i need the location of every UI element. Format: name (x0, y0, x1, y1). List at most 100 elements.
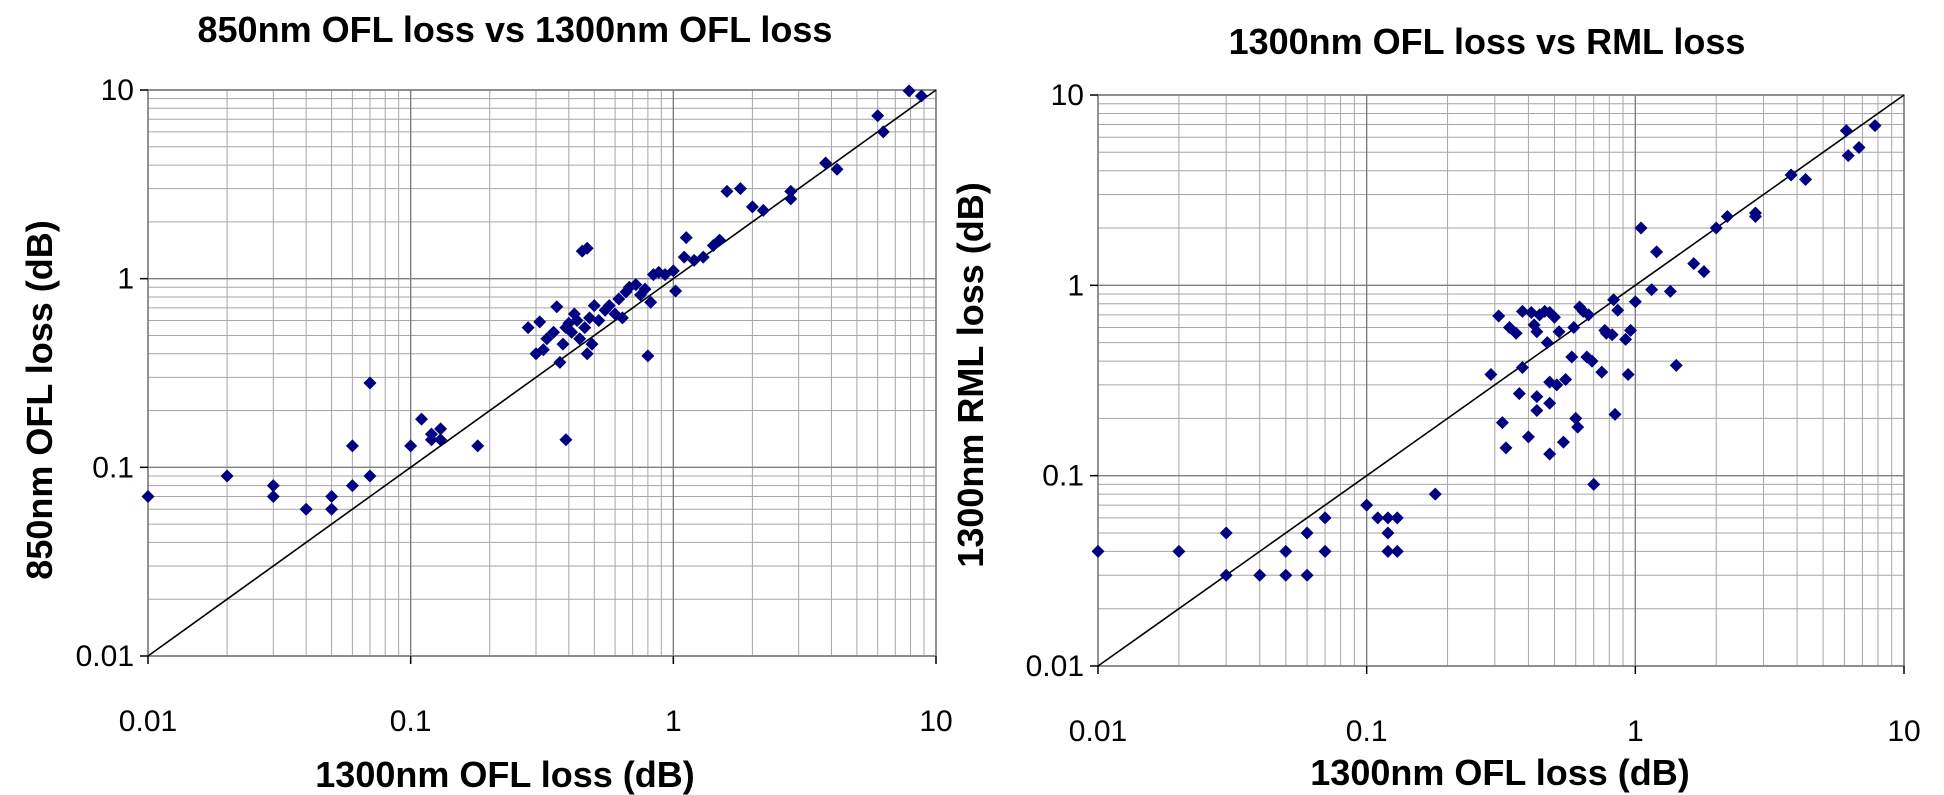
chart-right-data-point (1300, 568, 1314, 582)
chart-left-data-point (629, 278, 643, 292)
chart-left-data-point (580, 241, 594, 255)
chart-left-x-tick-label: 0.1 (390, 705, 432, 738)
chart-left-data-point (434, 422, 448, 436)
chart-left-data-point (871, 109, 885, 123)
chart-left-data-point (819, 156, 833, 170)
chart-left-data-point (266, 479, 280, 493)
chart-right-data-point (1585, 354, 1599, 368)
chart-right-data-point (1279, 568, 1293, 582)
chart-left-x-axis-label: 1300nm OFL loss (dB) (315, 754, 694, 795)
chart-right-data-point (1219, 526, 1233, 540)
chart-right-data-point (1318, 544, 1332, 558)
chart-left-data-point (733, 182, 747, 196)
chart-left-data-point (679, 231, 693, 245)
chart-left-data-point (641, 349, 655, 363)
chart-right-data-point (1371, 511, 1385, 525)
chart-right-data-point (1515, 361, 1529, 375)
chart-left-data-point (553, 355, 567, 369)
chart-right-data-point (1624, 323, 1638, 337)
chart-right-data-point (1619, 332, 1633, 346)
chart-right-data-point (1569, 411, 1583, 425)
chart-left-data-point (424, 427, 438, 441)
chart-right-data-point (1587, 477, 1601, 491)
chart-left-data-point (669, 284, 683, 298)
chart-right-data-point (1839, 124, 1853, 138)
chart-left-data-point (876, 125, 890, 139)
chart-right-data-point (1868, 119, 1882, 133)
chart-left-data-point (644, 295, 658, 309)
chart-left-plot-frame (147, 89, 937, 657)
chart-right-x-axis-label: 1300nm OFL loss (dB) (1310, 752, 1689, 793)
chart-right: 1300nm OFL loss vs RML loss 0.01 0.1 1 10 0.… (950, 21, 1921, 793)
chart-left-data-point (677, 250, 691, 264)
chart-left-data-point (540, 332, 554, 346)
chart-left-data-point (638, 282, 652, 296)
chart-right-title: 1300nm OFL loss vs RML loss (1229, 21, 1746, 62)
chart-right-y-tick-label: 1 (1067, 269, 1084, 302)
chart-left-data-point (745, 200, 759, 214)
chart-left-data-point (434, 433, 448, 447)
chart-right-data-point (1621, 368, 1635, 382)
chart-right-data-point (1360, 498, 1374, 512)
chart-right-data-point (1543, 396, 1557, 410)
chart-right-data-point (1515, 304, 1529, 318)
chart-left-data-point (536, 343, 550, 357)
chart-left-data-point (363, 469, 377, 483)
chart-right-x-tick-label: 1 (1627, 715, 1644, 748)
chart-left-data-point (784, 192, 798, 206)
chart-right-y-tick-label: 10 (1051, 79, 1084, 112)
chart-right-data-point (1608, 407, 1622, 421)
chart-left: 850nm OFL loss vs 1300nm OFL loss 0.01 0.… (19, 9, 953, 795)
chart-left-data-point (587, 299, 601, 313)
chart-left-data-point (559, 433, 573, 447)
chart-right-data-point (1628, 295, 1642, 309)
chart-right-data-point (1300, 526, 1314, 540)
chart-right-data-point (1571, 420, 1585, 434)
chart-right-data-point (1582, 308, 1596, 322)
chart-left-y-tick-label: 0.01 (76, 640, 134, 673)
chart-right-x-tick-label: 10 (1887, 715, 1920, 748)
chart-left-data-point (345, 439, 359, 453)
chart-right-data-point (1172, 544, 1186, 558)
chart-right-data-point (1390, 544, 1404, 558)
chart-right-data-point (1547, 310, 1561, 324)
chart-left-y-axis-label: 850nm OFL loss (dB) (19, 220, 60, 579)
chart-left-data-point (363, 376, 377, 390)
chart-left-x-tick-label: 10 (919, 705, 952, 738)
chart-left-data-point (592, 314, 606, 328)
chart-left-data-point (602, 299, 616, 313)
chart-right-data-point (1709, 221, 1723, 235)
chart-left-data-point (550, 300, 564, 314)
chart-right-data-point (1512, 387, 1526, 401)
chart-right-data-point (1550, 378, 1564, 392)
chart-right-data-point (1784, 168, 1798, 182)
chart-left-data-point (612, 292, 626, 306)
chart-right-data-point (1567, 321, 1581, 335)
chart-right-data-point (1607, 293, 1621, 307)
chart-left-data-point (720, 184, 734, 198)
chart-left-data-points (141, 84, 928, 516)
chart-right-y-tick-label: 0.01 (1026, 650, 1084, 683)
chart-left-title: 850nm OFL loss vs 1300nm OFL loss (198, 9, 833, 50)
chart-left-data-point (521, 321, 535, 335)
chart-right-data-point (1697, 265, 1711, 279)
chart-right-data-point (1687, 257, 1701, 271)
chart-right-gridlines (1097, 94, 1905, 667)
chart-right-data-point (1253, 568, 1267, 582)
chart-left-data-point (415, 412, 429, 426)
chart-right-plot-frame (1097, 94, 1905, 667)
chart-right-y-tick-label: 0.1 (1042, 460, 1084, 493)
chart-left-data-point (547, 325, 561, 339)
chart-left-gridlines (147, 89, 937, 657)
chart-left-data-point (687, 253, 701, 267)
chart-left-data-point (570, 314, 584, 328)
chart-right-data-point (1556, 435, 1570, 449)
chart-left-data-point (471, 439, 485, 453)
chart-left-data-point (578, 321, 592, 335)
chart-left-data-point (573, 332, 587, 346)
chart-right-data-point (1492, 309, 1506, 323)
chart-right-data-point (1540, 336, 1554, 350)
chart-right-y-axis-label: 1300nm RML loss (dB) (950, 182, 991, 567)
chart-left-data-point (713, 233, 727, 247)
